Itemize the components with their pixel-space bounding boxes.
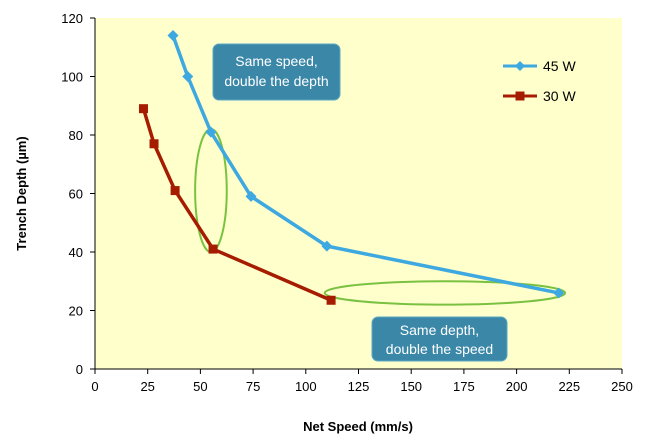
x-tick-label: 50 — [193, 379, 207, 394]
callout-box — [212, 43, 341, 101]
callout-line-2: double the speed — [386, 341, 493, 357]
x-tick-label: 0 — [91, 379, 98, 394]
legend-marker-45w — [515, 61, 525, 71]
data-point — [245, 190, 257, 202]
data-point — [167, 30, 179, 42]
series-45w — [167, 30, 565, 299]
callout-line-1: Same depth, — [400, 322, 479, 338]
x-tick-label: 100 — [295, 379, 317, 394]
y-tick-label: 60 — [69, 187, 83, 202]
y-tick-label: 120 — [61, 11, 83, 26]
data-point — [205, 126, 217, 138]
x-tick-label: 200 — [506, 379, 528, 394]
data-point — [321, 240, 333, 252]
data-point — [149, 139, 159, 149]
highlight-ellipse-depth — [323, 280, 567, 306]
callout-line-1: Same speed, — [235, 53, 318, 69]
data-point — [553, 287, 565, 299]
x-tick-label: 250 — [611, 379, 633, 394]
callout-same-depth: Same depth, double the speed — [371, 316, 508, 362]
data-point — [138, 104, 148, 114]
legend-label-30w: 30 W — [543, 88, 576, 104]
y-tick-label: 80 — [69, 128, 83, 143]
callout-box — [371, 316, 508, 362]
x-tick-label: 75 — [246, 379, 260, 394]
x-tick-label: 25 — [140, 379, 154, 394]
data-point — [208, 244, 218, 254]
x-tick-label: 225 — [558, 379, 580, 394]
data-point — [326, 295, 336, 305]
legend-marker-30w — [515, 91, 525, 101]
y-tick-label: 40 — [69, 245, 83, 260]
x-axis-title: Net Speed (mm/s) — [303, 419, 413, 434]
legend-label-45w: 45 W — [543, 58, 576, 74]
callout-same-speed: Same speed, double the depth — [212, 43, 341, 101]
data-point — [182, 71, 194, 82]
x-tick-label: 175 — [453, 379, 475, 394]
y-tick-label: 100 — [61, 70, 83, 85]
series-line — [171, 34, 560, 295]
series-30w — [138, 104, 336, 305]
x-tick-label: 125 — [348, 379, 370, 394]
y-tick-label: 20 — [69, 304, 83, 319]
y-tick-label: 0 — [76, 362, 83, 377]
data-point — [170, 186, 180, 196]
legend: 45 W 30 W — [503, 58, 576, 104]
x-tick-label: 150 — [400, 379, 422, 394]
callout-line-2: double the depth — [224, 73, 328, 89]
y-axis-title: Trench Depth (µm) — [14, 136, 29, 250]
